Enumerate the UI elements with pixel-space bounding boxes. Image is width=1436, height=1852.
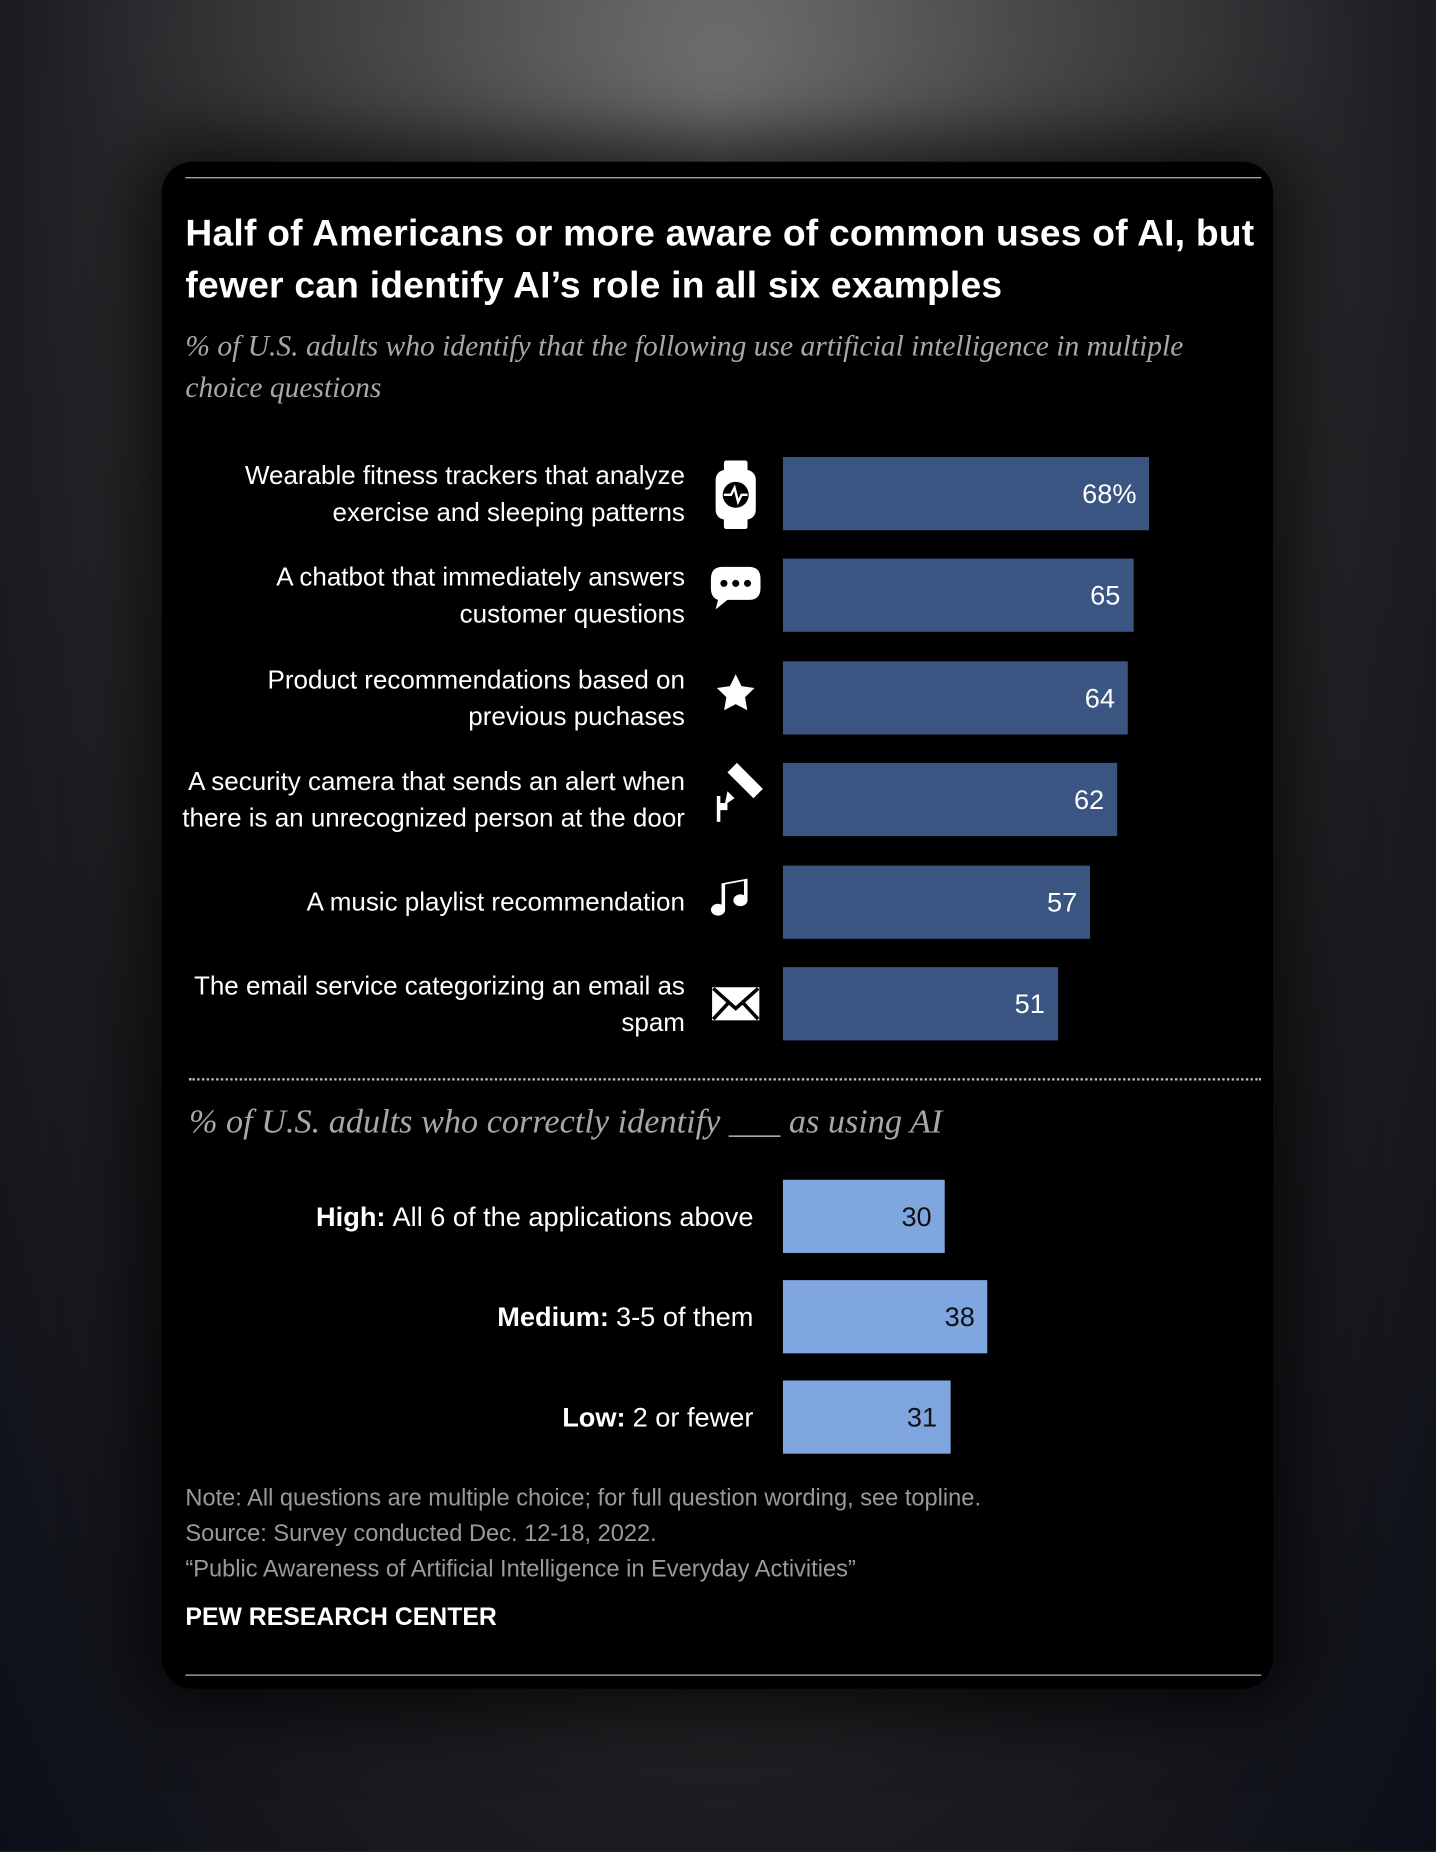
icon-watch	[723, 460, 748, 473]
category-label: Low: 2 or fewer	[163, 1399, 753, 1434]
icon-camera	[716, 791, 735, 822]
bottom-rule	[185, 1674, 1262, 1676]
category-label: Medium: 3-5 of them	[163, 1299, 753, 1334]
bar	[782, 763, 1118, 837]
chart-subtitle: % of U.S. adults who identify that the f…	[185, 330, 1184, 404]
value-label: 64	[1084, 682, 1115, 714]
icon-chat	[720, 579, 728, 587]
category-label: A security camera that sends an alert wh…	[182, 766, 685, 833]
icon-mail	[741, 1001, 760, 1021]
source: Source: Survey conducted Dec. 12-18, 202…	[185, 1521, 657, 1548]
report-title: “Public Awareness of Artificial Intellig…	[185, 1556, 856, 1583]
icon-watch	[723, 484, 748, 506]
brand: PEW RESEARCH CENTER	[185, 1603, 497, 1631]
icons	[710, 460, 763, 1021]
icon-mail	[712, 987, 760, 1011]
icon-chat	[732, 579, 740, 587]
category-label: Product recommendations based on previou…	[267, 664, 685, 731]
category-label: High: All 6 of the applications above	[163, 1199, 753, 1234]
bar	[782, 661, 1128, 735]
bar	[782, 1179, 945, 1253]
top-rule	[185, 177, 1262, 179]
icon-mail	[711, 1001, 730, 1021]
icon-watch	[723, 517, 748, 530]
bar	[782, 1380, 951, 1454]
value-label: 68%	[1082, 478, 1137, 509]
bar	[782, 559, 1134, 633]
value-label: 51	[1014, 988, 1045, 1020]
category-level: Low:	[562, 1401, 626, 1433]
value-label: 31	[906, 1401, 938, 1433]
category-label: The email service categorizing an email …	[193, 970, 685, 1037]
value-label: 38	[944, 1301, 975, 1333]
icon-chat	[710, 566, 761, 610]
value-label: 30	[901, 1200, 932, 1232]
bar	[782, 1280, 988, 1354]
icon-chat	[743, 579, 752, 587]
category-label: Wearable fitness trackers that analyze e…	[244, 460, 685, 527]
value-label: 62	[1073, 784, 1105, 816]
category-level: High:	[316, 1200, 386, 1232]
icon-music	[710, 878, 748, 916]
icon-camera	[727, 762, 763, 799]
note: Note: All questions are multiple choice;…	[185, 1485, 982, 1512]
category-label: A music playlist recommendation	[306, 886, 685, 917]
chart-subtitle: % of U.S. adults who correctly identify …	[188, 1102, 943, 1141]
category-level: Medium:	[497, 1301, 609, 1333]
value-label: 57	[1047, 886, 1078, 918]
bar	[782, 457, 1150, 531]
icon-star	[716, 674, 755, 711]
separator	[188, 1078, 1262, 1081]
category-description: 2 or fewer	[632, 1401, 754, 1433]
category-description: 3-5 of them	[616, 1301, 754, 1333]
bar	[782, 865, 1091, 939]
value-label: 65	[1090, 580, 1121, 611]
chart-title: Half of Americans or more aware of commo…	[185, 211, 1255, 306]
bar	[782, 967, 1058, 1041]
category-label: A chatbot that immediately answers custo…	[276, 562, 685, 629]
category-description: All 6 of the applications above	[392, 1200, 754, 1232]
